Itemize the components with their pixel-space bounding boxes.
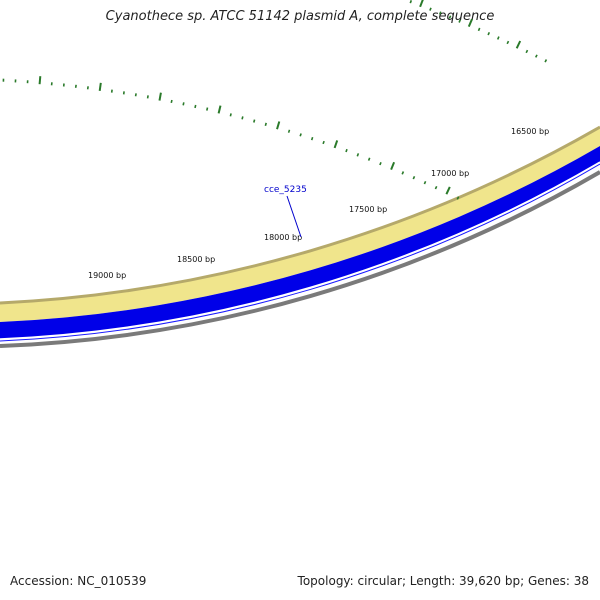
- ruler-label-16500: 16500 bp: [511, 127, 549, 136]
- map-title: Cyanothece sp. ATCC 51142 plasmid A, com…: [105, 9, 495, 24]
- inner-tick-minor: [356, 153, 360, 157]
- outer-tick-minor: [496, 36, 500, 40]
- gene-band-inner-edge: [0, 161, 600, 340]
- outer-tick-minor: [409, 0, 413, 4]
- gene-label-cce-5235[interactable]: cce_5235: [264, 185, 307, 195]
- inner-tick-minor: [194, 104, 197, 109]
- inner-tick-minor: [241, 116, 244, 120]
- inner-tick-minor: [412, 175, 416, 180]
- inner-tick-minor: [182, 102, 185, 106]
- inner-tick-minor: [423, 180, 427, 185]
- gene-pointer-line: [286, 195, 302, 238]
- inner-tick-minor: [134, 93, 137, 97]
- inner-tick-minor: [287, 129, 291, 133]
- inner-tick-major: [445, 186, 451, 195]
- backbone-circle: [0, 170, 600, 348]
- inner-tick-minor: [299, 133, 302, 137]
- plasmid-arcs: [0, 125, 600, 348]
- inner-tick-minor: [434, 185, 438, 190]
- inner-tick-minor: [146, 95, 149, 99]
- ruler-label-19000: 19000 bp: [88, 271, 126, 280]
- inner-tick-minor: [253, 119, 256, 123]
- outer-tick-minor: [477, 27, 481, 32]
- inner-tick-minor: [264, 122, 267, 127]
- inner-tick-major: [38, 76, 42, 85]
- outer-tick-major: [467, 18, 473, 27]
- outer-tick-minor: [429, 7, 432, 11]
- outer-tick-minor: [438, 11, 442, 15]
- inner-tick-minor: [401, 171, 405, 175]
- outer-tick-minor: [448, 15, 452, 19]
- feature-band-outer-edge: [0, 125, 600, 305]
- inner-tick-minor: [456, 196, 460, 200]
- inner-tick-minor: [322, 140, 325, 145]
- outer-tick-minor: [506, 40, 510, 45]
- inner-tick-major: [158, 92, 162, 101]
- outer-ruler-ticks: [409, 0, 548, 63]
- summary-text: Topology: circular; Length: 39,620 bp; G…: [297, 574, 589, 588]
- inner-tick-minor: [206, 107, 209, 111]
- outer-tick-minor: [544, 59, 548, 63]
- outer-tick-major: [515, 40, 522, 49]
- ruler-label-18500: 18500 bp: [177, 255, 215, 264]
- outer-tick-minor: [458, 19, 462, 23]
- gene-band: [0, 146, 600, 339]
- outer-tick-minor: [534, 54, 538, 58]
- feature-band: [0, 127, 600, 322]
- outer-tick-minor: [487, 31, 491, 36]
- inner-tick-major: [390, 161, 396, 170]
- inner-ruler-ticks: [2, 76, 460, 200]
- ruler-label-17500: 17500 bp: [349, 205, 387, 214]
- inner-tick-minor: [310, 136, 314, 141]
- ruler-label-17000: 17000 bp: [431, 169, 469, 178]
- inner-tick-minor: [379, 161, 382, 166]
- inner-tick-major: [276, 121, 281, 130]
- inner-tick-minor: [345, 148, 348, 153]
- inner-tick-minor: [170, 99, 173, 104]
- gene-band-inner-line: [0, 163, 600, 342]
- accession-text: Accession: NC_010539: [10, 574, 147, 588]
- ruler-label-18000: 18000 bp: [264, 233, 302, 242]
- inner-tick-major: [217, 105, 222, 114]
- inner-tick-minor: [367, 157, 371, 161]
- outer-tick-minor: [525, 49, 529, 54]
- inner-tick-major: [98, 82, 102, 92]
- inner-tick-minor: [229, 113, 232, 117]
- inner-tick-major: [333, 140, 339, 149]
- outer-tick-major: [419, 0, 424, 8]
